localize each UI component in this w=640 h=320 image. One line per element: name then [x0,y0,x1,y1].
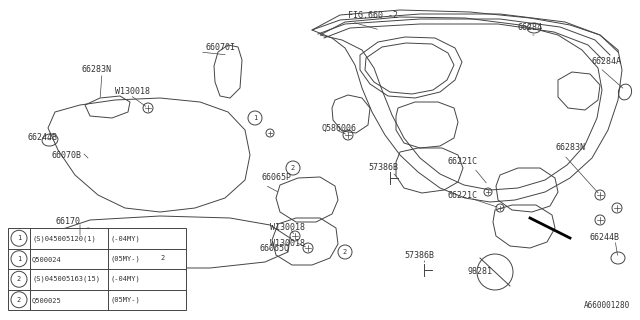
Text: W130018: W130018 [270,223,305,233]
Text: 57386B: 57386B [368,164,398,172]
Text: (05MY-): (05MY-) [110,255,140,262]
Text: W130018: W130018 [115,87,150,97]
Text: 2: 2 [161,255,165,261]
Text: 1: 1 [17,235,21,241]
Text: 2: 2 [17,297,21,303]
Bar [8,228,186,310]
Text: 2: 2 [17,276,21,282]
Text: 66065P: 66065P [262,173,292,182]
Text: Q586006: Q586006 [322,124,357,132]
Text: (-04MY): (-04MY) [110,235,140,242]
Text: Q500024: Q500024 [32,256,61,262]
Text: 57386B: 57386B [404,251,434,260]
Text: (S)045005163(15): (S)045005163(15) [32,276,100,283]
Text: (-04MY): (-04MY) [110,276,140,283]
Text: 2: 2 [343,249,347,255]
Text: 98281: 98281 [468,268,493,276]
Text: 1: 1 [17,256,21,262]
Text: 2: 2 [291,165,295,171]
Text: 66244B: 66244B [28,133,58,142]
Text: 66244B: 66244B [590,234,620,243]
Text: 66284A: 66284A [592,58,622,67]
Text: 66284: 66284 [518,23,543,33]
Text: 66070I: 66070I [205,44,235,52]
Text: A660001280: A660001280 [584,301,630,310]
Text: Q500025: Q500025 [32,297,61,303]
Text: W130018: W130018 [270,239,305,249]
Text: FIG.660 -2: FIG.660 -2 [348,12,398,20]
Text: 66221C: 66221C [448,157,478,166]
Text: 66065Q: 66065Q [260,244,290,252]
Text: (05MY-): (05MY-) [110,297,140,303]
Text: 66283N: 66283N [82,66,112,75]
Text: 1: 1 [253,115,257,121]
Text: 66070B: 66070B [52,150,82,159]
Text: (S)045005120(1): (S)045005120(1) [32,235,96,242]
Text: 66170: 66170 [55,218,80,227]
Text: 66283N: 66283N [555,143,585,153]
Text: 66221C: 66221C [448,191,478,201]
